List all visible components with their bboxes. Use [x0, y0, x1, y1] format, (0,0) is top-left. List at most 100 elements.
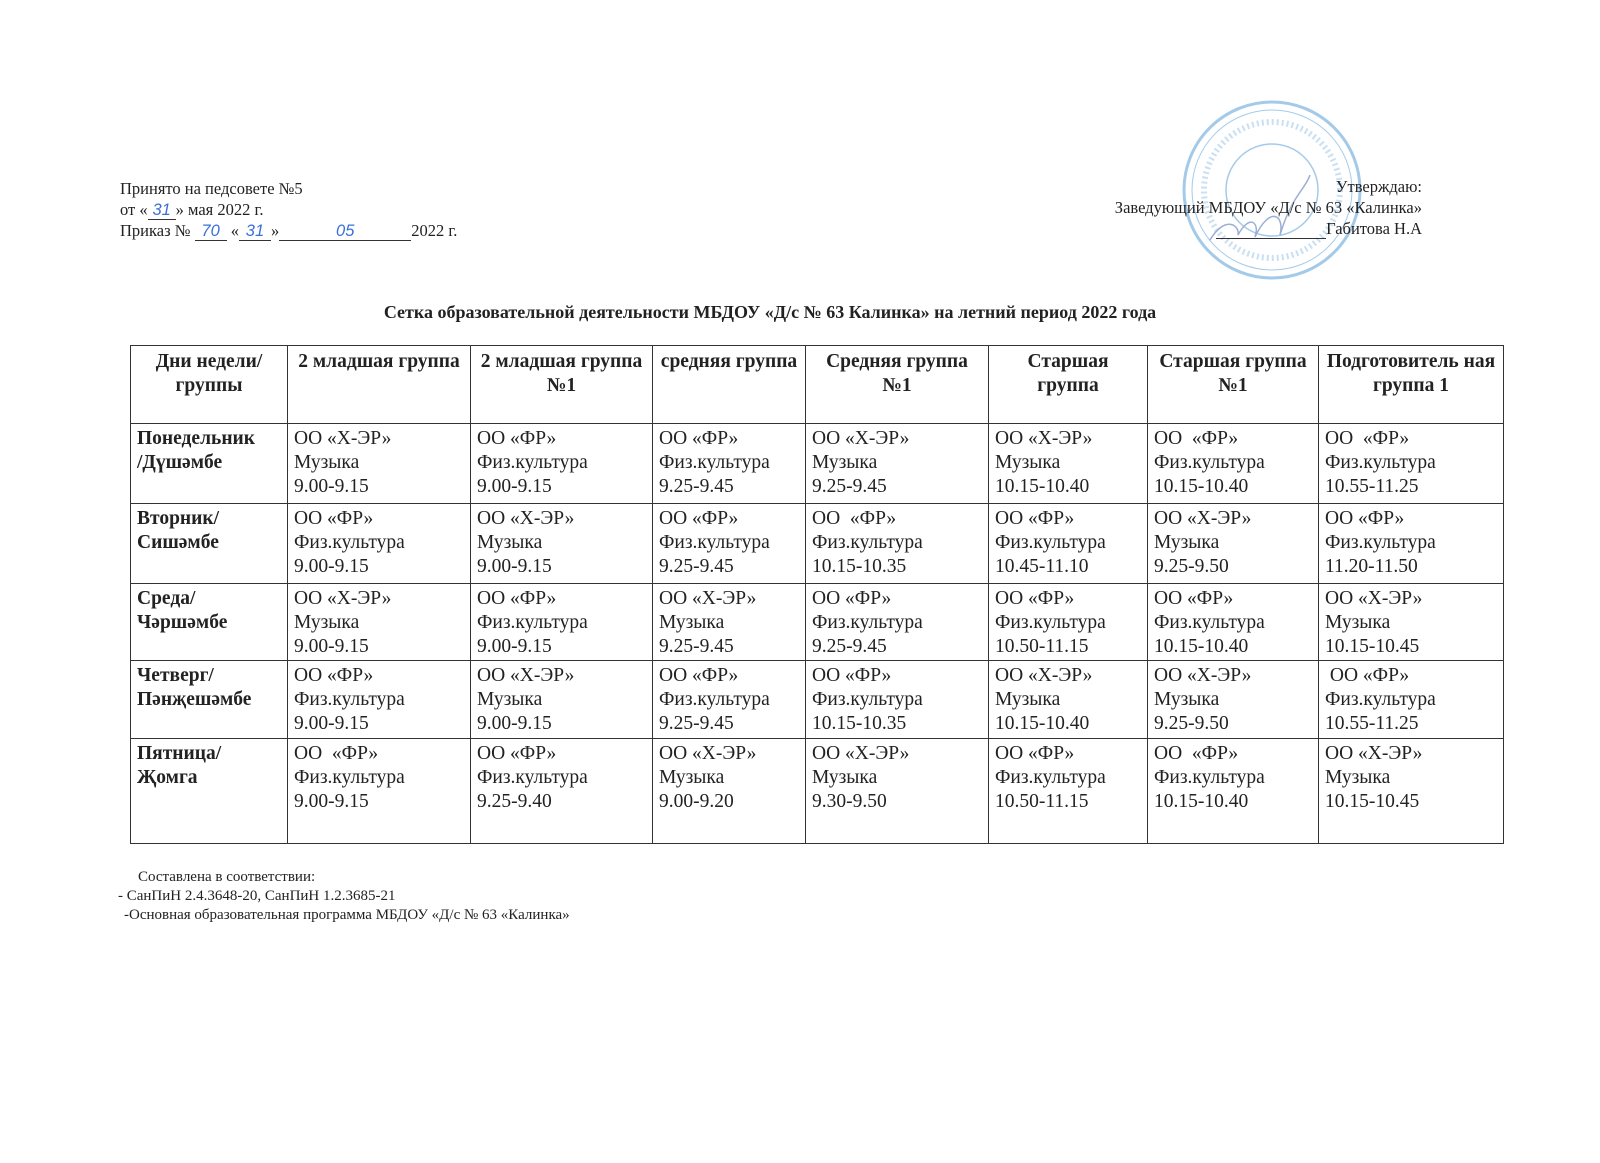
activity-cell: ОО «Х-ЭР» Музыка 9.25-9.50	[1147, 503, 1319, 584]
day-label: Понедельник	[137, 428, 256, 449]
activity-subject: Физ.культура	[995, 612, 1106, 633]
activity-subject: Музыка	[812, 767, 878, 788]
activity-subject: Физ.культура	[1154, 452, 1265, 473]
activity-area: ОО «Х-ЭР»	[1325, 588, 1423, 609]
activity-area: ОО «Х-ЭР»	[812, 428, 910, 449]
activity-area: ОО «ФР»	[995, 743, 1075, 764]
activity-area: ОО «Х-ЭР»	[812, 743, 910, 764]
activity-time: 9.00-9.15	[294, 791, 369, 812]
document-title: Сетка образовательной деятельности МБДОУ…	[383, 302, 1157, 322]
day-cell: Понедельник/Дүшәмбе	[130, 423, 288, 504]
activity-time: 10.55-11.25	[1325, 713, 1419, 734]
head-position: Заведующий МБДОУ «Д/с № 63 «Калинка»	[1114, 198, 1422, 217]
activity-subject: Физ.культура	[477, 452, 588, 473]
activity-cell: ОО «Х-ЭР» Музыка 10.15-10.45	[1318, 583, 1504, 661]
head-name-line: Габитова Н.А	[1115, 218, 1422, 239]
activity-time: 10.15-10.40	[995, 713, 1090, 734]
activity-area: ОО «Х-ЭР»	[294, 588, 392, 609]
order-line: Приказ № 70 «31» 05 2022 г.	[120, 221, 458, 241]
activity-time: 9.25-9.45	[659, 713, 734, 734]
activity-subject: Музыка	[659, 612, 725, 633]
activity-subject: Физ.культура	[812, 532, 923, 553]
activity-subject: Физ.культура	[1154, 767, 1265, 788]
table-row: Понедельник/Дүшәмбе ОО «Х-ЭР» Музыка 9.00-9…	[130, 423, 1504, 504]
activity-area: ОО «ФР»	[812, 508, 897, 529]
activity-subject: Музыка	[1325, 767, 1391, 788]
activity-cell: ОО «ФР» Физ.культура 9.25-9.45	[652, 503, 806, 584]
activity-time: 10.15-10.45	[1325, 791, 1420, 812]
activity-subject: Музыка	[812, 452, 878, 473]
activity-time: 9.00-9.15	[294, 556, 369, 577]
activity-subject: Музыка	[294, 452, 360, 473]
activity-time: 10.50-11.15	[995, 791, 1089, 812]
handwritten-order-number: 70	[194, 222, 227, 241]
schedule-table: Дни недели/ группы 2 младшая группа 2 млад…	[130, 345, 1504, 844]
activity-subject: Физ.культура	[812, 612, 923, 633]
activity-cell: ОО «Х-ЭР» Музыка 9.00-9.20	[652, 738, 806, 844]
activity-area: ОО «ФР»	[1154, 428, 1239, 449]
column-header-group: 2 младшая группа №1	[470, 345, 653, 424]
day-cell: Пятница/Җомга	[130, 738, 288, 844]
activity-subject: Музыка	[294, 612, 360, 633]
activity-area: ОО «ФР»	[1325, 665, 1410, 686]
activity-subject: Физ.культура	[812, 689, 923, 710]
activity-area: ОО «ФР»	[995, 508, 1075, 529]
activity-time: 10.15-10.45	[1325, 636, 1420, 657]
day-cell: Вторник/Сишәмбе	[130, 503, 288, 584]
activity-time: 10.55-11.25	[1325, 476, 1419, 497]
activity-area: ОО «Х-ЭР»	[659, 588, 757, 609]
activity-subject: Музыка	[1325, 612, 1391, 633]
activity-subject: Физ.культура	[659, 689, 770, 710]
activity-subject: Физ.культура	[294, 689, 405, 710]
activity-cell: ОО «ФР» Физ.культура 11.20-11.50	[1318, 503, 1504, 584]
column-header-group: Старшая группа №1	[1147, 345, 1319, 424]
activity-area: ОО «ФР»	[1325, 428, 1410, 449]
activity-time: 10.45-11.10	[995, 556, 1089, 577]
activity-subject: Физ.культура	[477, 767, 588, 788]
activity-area: ОО «ФР»	[659, 665, 739, 686]
activity-time: 10.15-10.35	[812, 713, 907, 734]
activity-cell: ОО «Х-ЭР» Музыка 9.00-9.15	[287, 423, 471, 504]
day-label: Җомга	[137, 767, 198, 788]
activity-time: 9.00-9.15	[294, 476, 369, 497]
activity-time: 10.15-10.35	[812, 556, 907, 577]
activity-time: 9.00-9.15	[477, 476, 552, 497]
activity-cell: ОО «ФР» Физ.культура 10.50-11.15	[988, 583, 1148, 661]
activity-area: ОО «ФР»	[477, 588, 557, 609]
activity-area: ОО «ФР»	[294, 743, 379, 764]
activity-time: 10.15-10.40	[1154, 791, 1249, 812]
column-header-group: средняя группа	[652, 345, 806, 424]
footer-sanpin: - СанПиН 2.4.3648-20, СанПиН 1.2.3685-21	[118, 888, 396, 904]
activity-area: ОО «ФР»	[1154, 588, 1234, 609]
activity-subject: Музыка	[995, 689, 1061, 710]
column-header-group: Средняя группа №1	[805, 345, 989, 424]
activity-subject: Физ.культура	[659, 532, 770, 553]
day-label: Среда/	[137, 588, 196, 609]
activity-time: 9.00-9.20	[659, 791, 734, 812]
activity-cell: ОО «ФР» Физ.культура 10.15-10.40	[1147, 738, 1319, 844]
activity-cell: ОО «ФР» Физ.культура 9.25-9.45	[652, 660, 806, 739]
activity-time: 9.25-9.50	[1154, 556, 1229, 577]
activity-time: 9.30-9.50	[812, 791, 887, 812]
activity-cell: ОО «Х-ЭР» Музыка 10.15-10.40	[988, 423, 1148, 504]
activity-time: 9.00-9.15	[477, 636, 552, 657]
approve-label: Утверждаю:	[1335, 177, 1422, 196]
activity-time: 10.15-10.40	[1154, 636, 1249, 657]
activity-time: 10.15-10.40	[1154, 476, 1249, 497]
day-label: Сишәмбе	[137, 532, 219, 553]
activity-time: 9.00-9.15	[294, 713, 369, 734]
table-row: Вторник/Сишәмбе ОО «ФР» Физ.культура 9.00-9…	[130, 503, 1504, 584]
activity-cell: ОО «Х-ЭР» Музыка 10.15-10.45	[1318, 738, 1504, 844]
activity-area: ОО «ФР»	[1154, 743, 1239, 764]
activity-cell: ОО «ФР» Физ.культура 10.55-11.25	[1318, 423, 1504, 504]
activity-time: 11.20-11.50	[1325, 556, 1418, 577]
day-label: Чәршәмбе	[137, 612, 228, 633]
activity-subject: Музыка	[477, 689, 543, 710]
column-header-group: Подготовитель ная группа 1	[1318, 345, 1504, 424]
activity-time: 9.25-9.45	[659, 636, 734, 657]
approval-block-right: Утверждаю: Заведующий МБДОУ «Д/с № 63 «К…	[1115, 176, 1422, 239]
activity-time: 9.00-9.15	[477, 556, 552, 577]
activity-subject: Физ.культура	[1325, 452, 1436, 473]
activity-time: 9.25-9.45	[812, 636, 887, 657]
activity-subject: Музыка	[659, 767, 725, 788]
